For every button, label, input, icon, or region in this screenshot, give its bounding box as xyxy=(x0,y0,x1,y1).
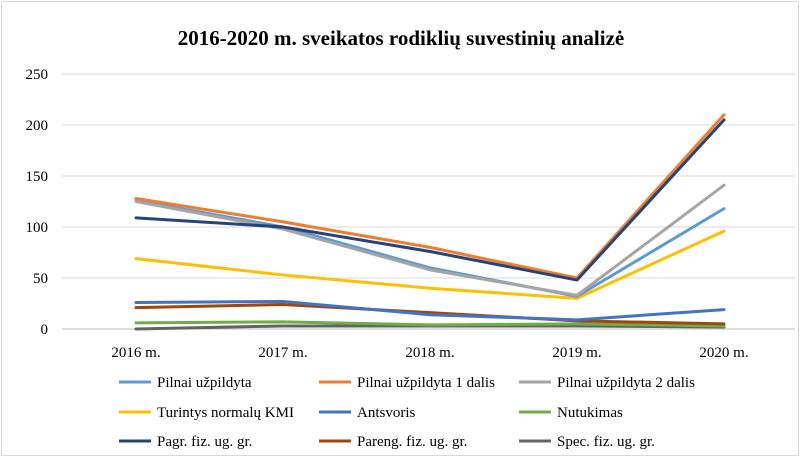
legend-label: Antsvoris xyxy=(357,405,416,421)
x-tick-label: 2017 m. xyxy=(258,345,307,361)
series-line xyxy=(134,303,726,326)
gridlines xyxy=(62,73,795,330)
series-lines xyxy=(134,113,726,331)
legend-label: Pilnai užpildyta 1 dalis xyxy=(357,375,495,391)
y-tick-label: 50 xyxy=(33,271,48,287)
x-axis: 2016 m. 2017 m. 2018 m. 2019 m. 2020 m. xyxy=(111,345,748,361)
y-tick-label: 250 xyxy=(26,67,49,83)
legend-label: Pilnai užpildyta 2 dalis xyxy=(557,375,695,391)
legend: Pilnai užpildyta Pilnai užpildyta 1 dalis… xyxy=(119,375,695,450)
series-line xyxy=(134,198,726,298)
y-axis: 0 50 100 150 200 250 xyxy=(26,67,49,338)
y-tick-label: 200 xyxy=(26,118,49,134)
x-tick-label: 2019 m. xyxy=(552,345,601,361)
y-tick-label: 100 xyxy=(26,220,49,236)
legend-label: Pagr. fiz. ug. gr. xyxy=(157,434,252,450)
legend-label: Spec. fiz. ug. gr. xyxy=(557,434,655,450)
legend-label: Pilnai užpildyta xyxy=(157,375,252,391)
x-tick-label: 2016 m. xyxy=(111,345,160,361)
x-tick-label: 2018 m. xyxy=(405,345,454,361)
legend-label: Nutukimas xyxy=(557,405,623,421)
series-line xyxy=(134,113,726,280)
series-line xyxy=(134,183,726,297)
legend-label: Pareng. fiz. ug. gr. xyxy=(357,434,467,450)
series-line xyxy=(134,299,726,322)
y-tick-label: 150 xyxy=(26,169,49,185)
y-tick-label: 0 xyxy=(41,322,49,338)
series-line xyxy=(134,320,726,328)
chart-title: 2016-2020 m. sveikatos rodiklių suvestin… xyxy=(177,26,625,50)
legend-label: Turintys normalų KMI xyxy=(157,405,294,421)
series-line xyxy=(134,118,726,282)
series-line xyxy=(134,229,726,300)
x-tick-label: 2020 m. xyxy=(699,345,748,361)
